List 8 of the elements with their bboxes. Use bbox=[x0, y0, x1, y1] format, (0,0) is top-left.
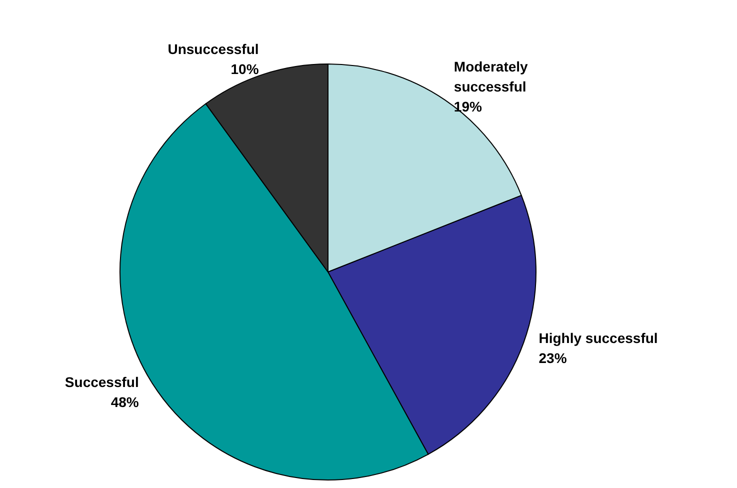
data-label: 23% bbox=[538, 350, 568, 366]
data-label: 48% bbox=[110, 394, 140, 410]
data-label: 10% bbox=[230, 60, 260, 77]
slice-label: Moderately successful bbox=[454, 58, 532, 95]
slice-label: Successful bbox=[64, 374, 139, 390]
data-label: 19% bbox=[454, 98, 482, 115]
slice-label: Unsuccessful bbox=[168, 40, 259, 57]
slice-label: Highly successful bbox=[538, 330, 658, 346]
